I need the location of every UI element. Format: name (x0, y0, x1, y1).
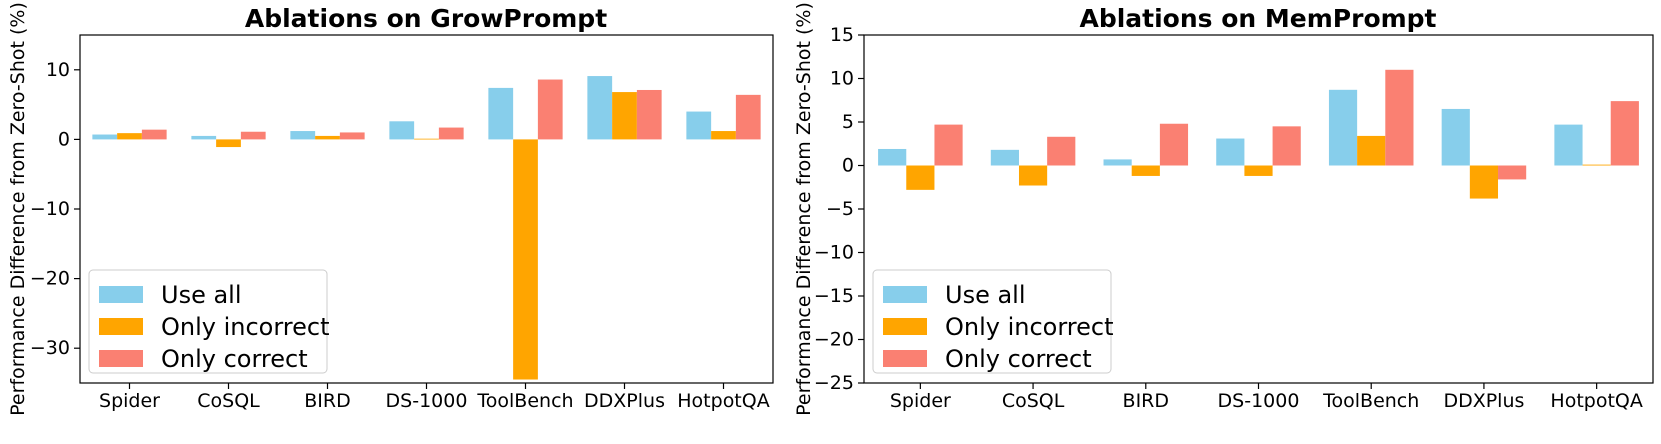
memprompt-chart: Ablations on MemPrompt Performance Differ… (793, 2, 1654, 416)
legend-label: Use all (945, 281, 1026, 309)
y-tick-label: 5 (842, 111, 854, 133)
chart-title: Ablations on MemPrompt (1079, 4, 1436, 33)
legend-label: Only incorrect (945, 313, 1114, 341)
bar-spider-only-incorrect (906, 165, 935, 190)
y-tick-label: −10 (814, 242, 854, 264)
bar-toolbench-only-incorrect (1357, 135, 1386, 166)
x-tick-label: Spider (890, 390, 951, 412)
x-tick-label: DDXPlus (584, 390, 665, 412)
legend: Use all Only incorrect Only correct (88, 269, 330, 374)
plot-frame (79, 34, 774, 384)
y-tick-label: −10 (30, 198, 70, 220)
bar-cosql-use-all (990, 149, 1019, 166)
legend-box (88, 269, 328, 374)
bar-ddxplus-use-all (587, 76, 613, 140)
bar-ds-1000-only-incorrect (1244, 165, 1273, 176)
bar-ds-1000-only-correct (438, 127, 464, 140)
x-tick-label: BIRD (304, 390, 350, 412)
bar-cosql-only-correct (240, 131, 266, 140)
bar-cosql-only-incorrect (1018, 165, 1048, 186)
y-axis-label: Performance Difference from Zero-Shot (%… (7, 2, 29, 416)
y-tick-label: −25 (814, 372, 854, 394)
x-tick-label: DS-1000 (386, 390, 468, 412)
bar-bird-use-all (1103, 159, 1132, 166)
bar-hotpotqa-only-incorrect (711, 131, 736, 140)
x-tick-label: DDXPlus (1443, 390, 1524, 412)
legend-label: Only correct (945, 345, 1092, 373)
legend-swatch (883, 286, 927, 303)
bar-spider-only-incorrect (117, 133, 142, 140)
x-tick-label: CoSQL (197, 390, 260, 412)
bar-spider-only-correct (934, 124, 963, 166)
bar-toolbench-only-correct (1385, 69, 1414, 166)
growprompt-chart: Ablations on GrowPrompt Performance Diffe… (7, 2, 774, 416)
bar-ds-1000-use-all (1216, 138, 1245, 166)
legend-label: Use all (161, 281, 242, 309)
bar-hotpotqa-only-correct (735, 94, 761, 140)
y-axis-label: Performance Difference from Zero-Shot (%… (793, 2, 815, 416)
bar-toolbench-use-all (488, 87, 514, 140)
bar-bird-only-incorrect (1131, 165, 1160, 176)
y-tick-label: −5 (826, 198, 854, 220)
bar-ds-1000-only-incorrect (414, 138, 439, 140)
plot-frame (863, 34, 1654, 384)
bar-ddxplus-only-incorrect (612, 92, 637, 140)
bar-ddxplus-only-incorrect (1469, 165, 1499, 199)
y-tick-label: 0 (842, 155, 854, 177)
legend-swatch (99, 350, 143, 367)
bar-spider-use-all (92, 134, 118, 140)
bar-spider-use-all (878, 148, 907, 166)
bar-cosql-only-correct (1047, 136, 1076, 166)
bar-cosql-only-incorrect (216, 139, 241, 148)
y-tick-label: −20 (30, 268, 70, 290)
legend-label: Only incorrect (161, 313, 330, 341)
bar-hotpotqa-use-all (686, 111, 712, 140)
x-tick-label: BIRD (1123, 390, 1169, 412)
bar-bird-only-correct (339, 132, 365, 140)
x-tick-label: ToolBench (1322, 390, 1419, 412)
bar-toolbench-only-correct (537, 79, 563, 140)
bar-ddxplus-use-all (1441, 108, 1470, 166)
bar-bird-use-all (290, 131, 316, 140)
bar-toolbench-use-all (1328, 89, 1358, 166)
x-tick-label: HotpotQA (677, 390, 769, 412)
bar-ddxplus-only-correct (636, 89, 662, 140)
y-tick-label: 0 (58, 128, 70, 150)
y-tick-label: 15 (830, 24, 854, 46)
bar-hotpotqa-use-all (1554, 124, 1583, 166)
bar-ddxplus-only-correct (1498, 165, 1527, 180)
legend-swatch (99, 286, 143, 303)
x-tick-label: HotpotQA (1550, 390, 1642, 412)
x-tick-label: ToolBench (476, 390, 573, 412)
x-tick-label: DS-1000 (1218, 390, 1300, 412)
legend-box (872, 269, 1112, 374)
bar-spider-only-correct (141, 129, 167, 140)
legend-swatch (883, 318, 927, 335)
y-tick-label: −15 (814, 285, 854, 307)
bar-ds-1000-use-all (389, 121, 415, 140)
bar-hotpotqa-only-correct (1610, 101, 1639, 166)
chart-title: Ablations on GrowPrompt (245, 4, 607, 33)
y-tick-label: −30 (30, 337, 70, 359)
bar-hotpotqa-only-incorrect (1582, 164, 1611, 166)
x-tick-label: CoSQL (1002, 390, 1065, 412)
y-tick-label: 10 (830, 68, 854, 90)
bar-cosql-use-all (191, 135, 217, 140)
legend: Use all Only incorrect Only correct (872, 269, 1114, 374)
y-tick-label: −20 (814, 329, 854, 351)
bar-bird-only-incorrect (315, 135, 340, 140)
x-tick-label: Spider (99, 390, 160, 412)
bar-bird-only-correct (1159, 123, 1189, 166)
bar-toolbench-only-incorrect (513, 139, 538, 380)
legend-swatch (883, 350, 927, 367)
y-tick-label: 10 (46, 59, 70, 81)
legend-label: Only correct (161, 345, 308, 373)
bar-ds-1000-only-correct (1272, 126, 1301, 166)
legend-swatch (99, 318, 143, 335)
